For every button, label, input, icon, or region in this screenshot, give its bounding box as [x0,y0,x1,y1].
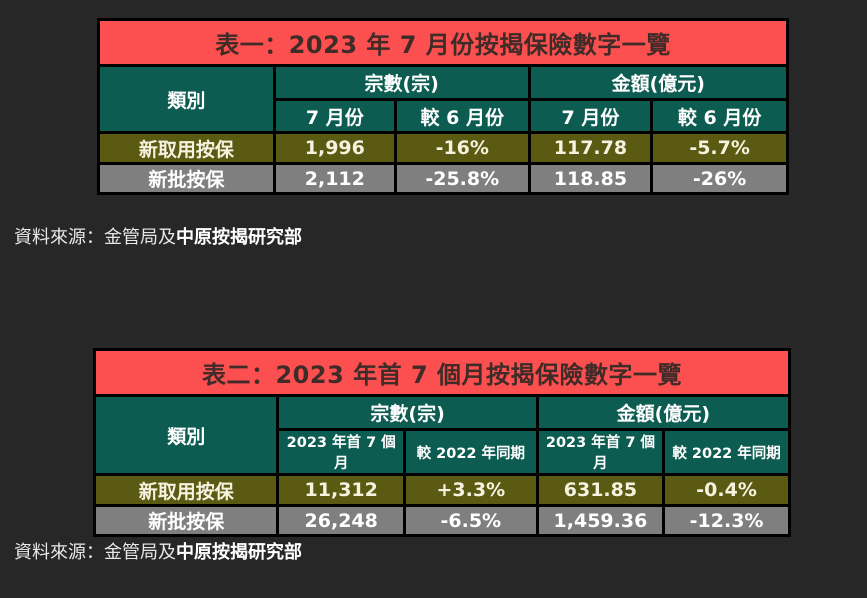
cell-cases-current: 2,112 [272,162,397,195]
table-1-subheader-cases-change: 較 6 月份 [393,98,531,134]
table-2-subheader-cases-current: 2023 年首 7 個月 [276,428,406,476]
table-row-new-drawdown: 新取用按保 1,996 -16% 117.78 -5.7% [97,131,789,165]
mortgage-insurance-table-2: 表二：2023 年首 7 個月按揭保險數字一覽 類別 宗數(宗) 金額(億元) … [92,348,792,537]
table-1-header-amount-group: 金額(億元) [527,64,790,101]
table-1-header-cases-group: 宗數(宗) [272,64,531,101]
cell-amount-current: 117.78 [527,131,654,165]
table-2-header-category: 類別 [92,394,280,476]
cell-cases-change: +3.3% [402,473,539,507]
table-2-subheader-cases-change: 較 2022 年同期 [402,428,539,476]
table-row-new-drawdown: 新取用按保 11,312 +3.3% 631.85 -0.4% [92,473,791,507]
cell-amount-current: 1,459.36 [535,504,666,537]
cell-cases-current: 1,996 [272,131,397,165]
table-first-7-months-2023: 表二：2023 年首 7 個月按揭保險數字一覽 類別 宗數(宗) 金額(億元) … [92,348,792,537]
table-2-subheader-amount-current: 2023 年首 7 個月 [535,428,666,476]
cell-amount-change: -5.7% [650,131,789,165]
table-1-subheader-amount-current: 7 月份 [527,98,654,134]
cell-cases-current: 26,248 [276,504,406,537]
source-note-table-1: 資料來源：金管局及中原按揭研究部 [14,223,302,249]
cell-cases-change: -16% [393,131,531,165]
table-1-header-category: 類別 [97,64,276,134]
row-label: 新批按保 [92,504,280,537]
source-org-bold: 中原按揭研究部 [176,227,302,248]
source-note-table-2: 資料來源：金管局及中原按揭研究部 [14,538,302,564]
table-2-title: 表二：2023 年首 7 個月按揭保險數字一覽 [93,348,791,397]
cell-cases-change: -25.8% [393,162,531,195]
table-2-subheader-amount-change: 較 2022 年同期 [662,428,791,476]
table-1-title: 表一：2023 年 7 月份按揭保險數字一覽 [97,18,789,67]
cell-cases-current: 11,312 [276,473,406,507]
cell-amount-current: 631.85 [535,473,666,507]
table-2-header-amount-group: 金額(億元) [535,394,792,431]
cell-amount-change: -0.4% [662,473,791,507]
cell-amount-current: 118.85 [527,162,654,195]
table-1-subheader-cases-current: 7 月份 [272,98,397,134]
row-label: 新取用按保 [92,473,280,507]
table-row-new-approved: 新批按保 2,112 -25.8% 118.85 -26% [97,162,789,195]
source-prefix: 資料來源：金管局及 [14,542,176,563]
cell-cases-change: -6.5% [402,504,539,537]
row-label: 新批按保 [97,162,276,195]
table-2-header-cases-group: 宗數(宗) [276,394,539,431]
source-prefix: 資料來源：金管局及 [14,227,176,248]
row-label: 新取用按保 [97,131,276,165]
cell-amount-change: -12.3% [662,504,791,537]
mortgage-insurance-table-1: 表一：2023 年 7 月份按揭保險數字一覽 類別 宗數(宗) 金額(億元) 7… [97,18,790,195]
table-1-subheader-amount-change: 較 6 月份 [650,98,789,134]
source-org-bold: 中原按揭研究部 [176,542,302,563]
cell-amount-change: -26% [650,162,789,195]
table-july-2023: 表一：2023 年 7 月份按揭保險數字一覽 類別 宗數(宗) 金額(億元) 7… [97,18,790,195]
table-row-new-approved: 新批按保 26,248 -6.5% 1,459.36 -12.3% [92,504,791,537]
